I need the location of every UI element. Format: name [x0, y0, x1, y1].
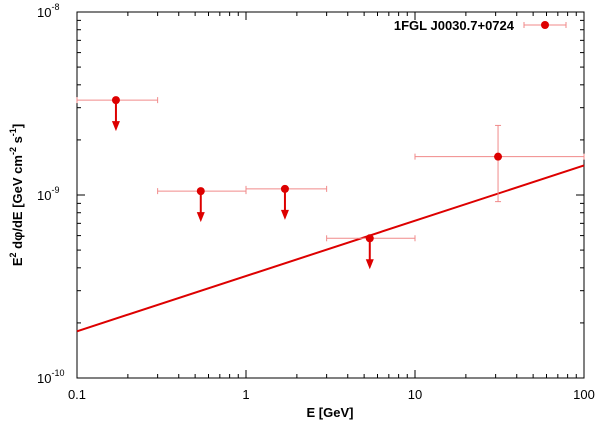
y-tick-label-exp: -10 — [51, 368, 64, 378]
y-axis-label: E2 dφ/dE [GeV cm-2 s-1] — [8, 124, 25, 266]
upper-limit-arrowhead — [365, 259, 374, 270]
y-tick-label: 10-10 — [37, 368, 64, 386]
data-point — [76, 96, 159, 132]
y-axis-label-e: E — [10, 257, 25, 266]
upper-limit-arrowhead — [111, 121, 120, 132]
y-tick-label-base: 10 — [37, 188, 51, 203]
legend-label: 1FGL J0030.7+0724 — [394, 18, 515, 33]
data-point — [245, 184, 328, 220]
point-marker — [280, 184, 289, 193]
data-point — [326, 234, 416, 270]
data-points — [76, 96, 585, 270]
axis-ticks — [76, 12, 584, 379]
y-axis-label-sup-s: -1 — [8, 128, 18, 136]
y-tick-label-exp: -8 — [51, 2, 59, 12]
y-tick-label-exp: -9 — [51, 185, 59, 195]
data-point — [414, 124, 585, 203]
model-line-group — [76, 164, 585, 333]
plot-frame — [76, 11, 585, 379]
y-axis-label-s: s — [10, 136, 25, 147]
y-axis-label-mid: dφ/dE [GeV cm — [10, 155, 25, 252]
y-tick-label-base: 10 — [37, 371, 51, 386]
legend-marker — [541, 21, 549, 29]
model-line — [76, 164, 585, 333]
data-point — [157, 187, 247, 223]
upper-limit-arrowhead — [280, 209, 289, 220]
x-axis-label: E [GeV] — [307, 405, 354, 420]
y-axis-label-sup-cm: -2 — [8, 147, 18, 155]
y-axis-label-sup-2: 2 — [8, 252, 18, 257]
y-tick-label: 10-9 — [37, 185, 59, 203]
x-tick-label: 10 — [408, 387, 422, 402]
point-marker — [365, 234, 374, 243]
y-tick-label: 10-8 — [37, 2, 59, 20]
point-marker — [111, 96, 120, 105]
y-axis-label-end: ] — [10, 124, 25, 128]
point-marker — [196, 187, 205, 196]
upper-limit-arrowhead — [196, 212, 205, 223]
point-marker — [494, 152, 503, 161]
x-tick-label: 0.1 — [68, 387, 86, 402]
x-tick-label: 1 — [242, 387, 249, 402]
x-tick-label: 100 — [573, 387, 595, 402]
legend: 1FGL J0030.7+0724 — [394, 18, 567, 33]
x-tick-labels: 0.1 1 10 100 — [68, 387, 595, 402]
y-tick-label-base: 10 — [37, 5, 51, 20]
